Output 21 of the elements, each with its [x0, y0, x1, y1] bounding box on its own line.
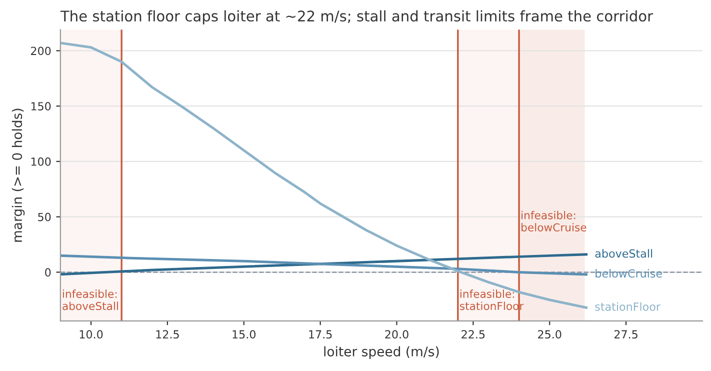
y-tick-label: 200	[31, 46, 51, 56]
band-label: infeasible: aboveStall	[62, 290, 118, 310]
x-tick-label: 20.0	[385, 330, 408, 339]
line-series	[60, 42, 588, 309]
x-tick-label: 12.5	[156, 330, 179, 339]
y-tick-label: 100	[31, 157, 51, 166]
band-label: infeasible: belowCruise	[522, 210, 586, 232]
x-tick-label: 17.5	[309, 330, 332, 339]
x-tick-label: 25.0	[538, 330, 562, 339]
series-label: stationFloor	[595, 302, 661, 311]
chart-title: The station floor caps loiter at ~22 m/s; stall and transit limits frame the corridor	[60, 10, 654, 24]
x-tick-label: 15.0	[232, 330, 256, 339]
y-tick-label: 50	[38, 212, 51, 222]
x-tick-label: 22.5	[462, 330, 485, 339]
y-tick-label: 150	[31, 102, 51, 110]
x-tick-label: 27.5	[614, 330, 638, 339]
x-tick-label: 10.0	[80, 330, 103, 339]
y-tick-label: 0	[45, 268, 51, 277]
y-axis-title: margin (>= 0 holds)	[12, 108, 25, 242]
x-axis-title: loiter speed (m/s)	[324, 346, 439, 360]
series-label: aboveStall	[595, 249, 652, 258]
